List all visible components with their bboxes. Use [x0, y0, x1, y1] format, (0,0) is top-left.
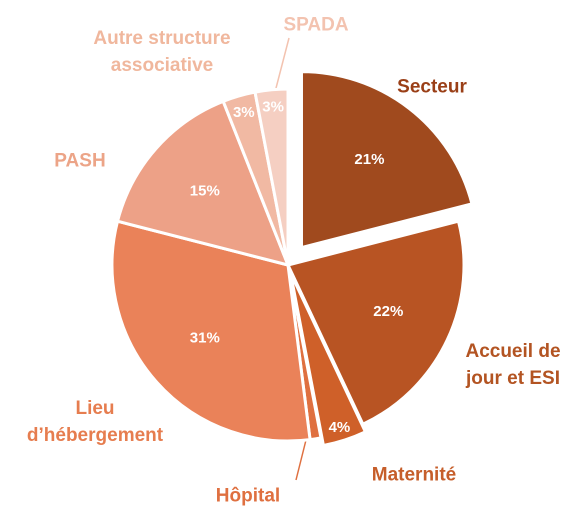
category-label: Lieu d’hébergement [26, 398, 164, 446]
pie-slice [285, 219, 466, 427]
category-label: Secteur [397, 76, 467, 98]
pie-slice [253, 87, 290, 266]
category-label: Maternité [371, 464, 457, 486]
leader-line [295, 439, 307, 481]
data-label: 3% [262, 98, 284, 115]
data-label: 4% [329, 419, 351, 436]
category-label: Accueil de jour et ESI [465, 341, 561, 389]
category-label: Autre structure associative [93, 28, 231, 76]
pie-slice [110, 219, 312, 443]
data-label: 15% [190, 183, 220, 200]
category-label: SPADA [283, 14, 349, 36]
data-label: 3% [233, 104, 255, 121]
leader-line [274, 37, 290, 93]
pie-slice [299, 70, 474, 250]
data-label: 22% [373, 303, 403, 320]
pie-slice [288, 271, 368, 448]
category-label: PASH [54, 150, 106, 172]
pie-slice [115, 99, 291, 268]
data-label: 31% [190, 329, 220, 346]
category-label: Hôpital [215, 485, 281, 507]
data-label: 21% [354, 151, 384, 168]
